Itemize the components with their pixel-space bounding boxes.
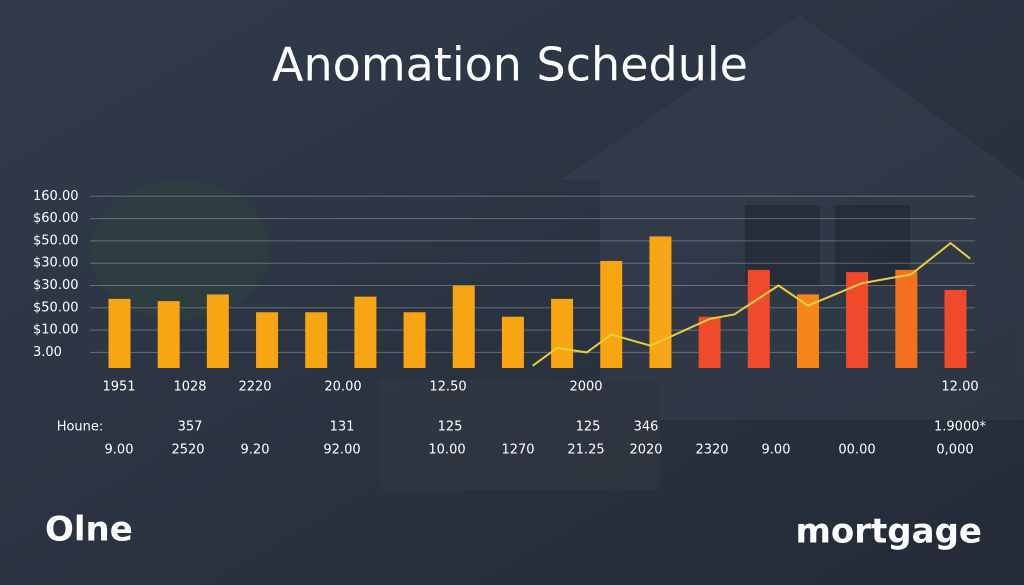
row-label: 92.00 xyxy=(323,443,360,458)
bar xyxy=(895,269,918,368)
row-label: 2220 xyxy=(238,380,271,395)
y-tick-label: $30.00 xyxy=(33,256,79,271)
bar xyxy=(403,312,426,368)
bar xyxy=(354,296,377,368)
y-tick-label: $50.00 xyxy=(33,233,79,248)
row-label: 1951 xyxy=(102,380,135,395)
row-label: 12.00 xyxy=(941,380,978,395)
bar xyxy=(501,316,524,368)
row-label: 1.9000* xyxy=(934,420,986,435)
row-label: 10.00 xyxy=(428,443,465,458)
bar xyxy=(846,272,869,368)
bar xyxy=(600,260,623,368)
chart-title: Anomation Schedule xyxy=(272,38,748,92)
row-label: 9.00 xyxy=(105,443,134,458)
row-label: 9.00 xyxy=(762,443,791,458)
bar xyxy=(551,298,574,368)
brand-right: mortgage xyxy=(796,512,983,552)
row-label: 125 xyxy=(576,420,601,435)
row-label: 2000 xyxy=(569,380,602,395)
y-tick-label: $30.00 xyxy=(33,278,79,293)
bar xyxy=(256,312,279,368)
row-label: 2320 xyxy=(695,443,728,458)
row-label: 20.00 xyxy=(324,380,361,395)
brand-left: Olne xyxy=(45,510,133,550)
bar xyxy=(206,294,229,368)
row-label: Houne: xyxy=(57,420,104,435)
bar xyxy=(452,285,475,368)
y-tick-label: 160.00 xyxy=(33,189,79,204)
bar xyxy=(157,301,180,368)
row-label: 357 xyxy=(178,420,203,435)
y-tick-label: $60.00 xyxy=(33,211,79,226)
bar xyxy=(944,289,967,368)
row-label: 21.25 xyxy=(567,443,604,458)
row-label: 00.00 xyxy=(838,443,875,458)
bar xyxy=(698,316,721,368)
row-label: 125 xyxy=(438,420,463,435)
row-label: 2520 xyxy=(171,443,204,458)
row-label: 12.50 xyxy=(429,380,466,395)
bar xyxy=(108,298,131,368)
bar xyxy=(305,312,328,368)
row-label: 9.20 xyxy=(241,443,270,458)
row-label: 0,000 xyxy=(936,443,973,458)
row-label: 1270 xyxy=(501,443,534,458)
row-label: 346 xyxy=(634,420,659,435)
line xyxy=(531,241,971,367)
bar xyxy=(796,294,819,368)
bar xyxy=(649,236,672,368)
row-label: 131 xyxy=(330,420,355,435)
row-label: 2020 xyxy=(629,443,662,458)
bar xyxy=(747,269,770,368)
y-tick-label: 3.00 xyxy=(33,345,62,360)
y-tick-label: $10.00 xyxy=(33,323,79,338)
y-tick-label: $50.00 xyxy=(33,300,79,315)
row-label: 1028 xyxy=(173,380,206,395)
